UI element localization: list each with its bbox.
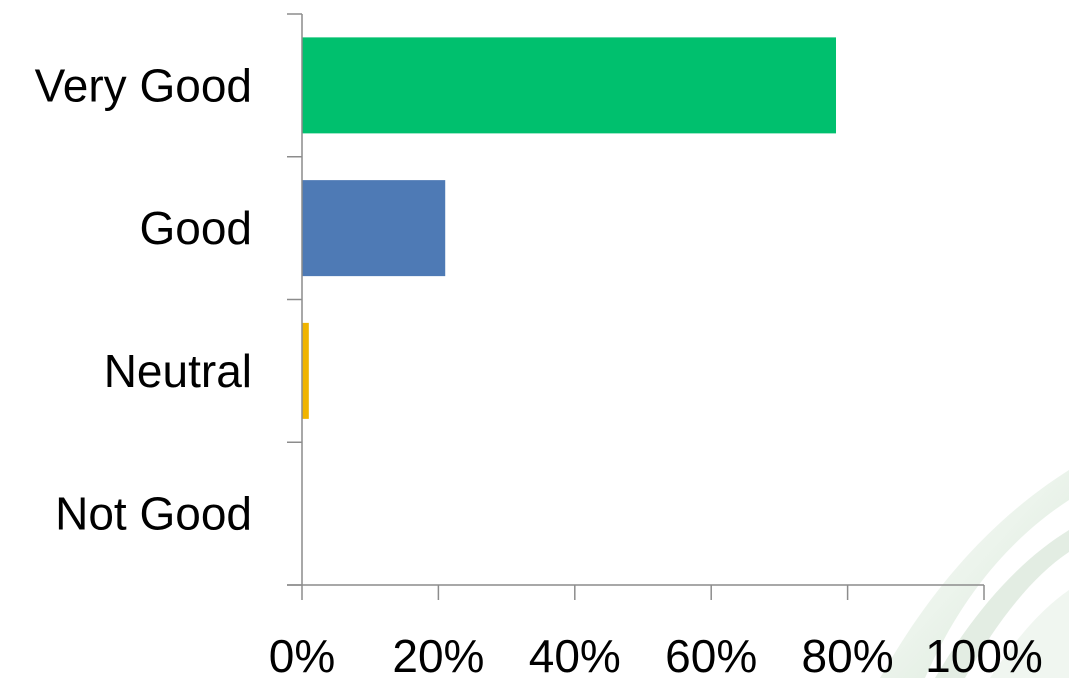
x-tick-label: 20% (392, 630, 484, 678)
bar-very-good (302, 37, 837, 134)
x-tick-label: 60% (665, 630, 757, 678)
labels-group: Very Good Good Neutral Not Good 0% 20% 40% 60% 8… (35, 59, 1043, 682)
bars-group (302, 37, 837, 419)
bar-good (302, 180, 446, 277)
x-tick-label: 40% (529, 630, 621, 678)
x-tick-label: 80% (802, 630, 894, 678)
x-tick-label: 100% (925, 630, 1043, 678)
category-label-not-good: Not Good (55, 488, 252, 540)
background-swoosh-decoration (880, 470, 1069, 678)
bar-neutral (302, 322, 309, 419)
x-tick-label: 0% (269, 630, 335, 678)
category-label-good: Good (139, 202, 252, 254)
category-label-very-good: Very Good (35, 59, 252, 111)
axes-group (287, 13, 985, 600)
category-label-neutral: Neutral (104, 345, 252, 397)
